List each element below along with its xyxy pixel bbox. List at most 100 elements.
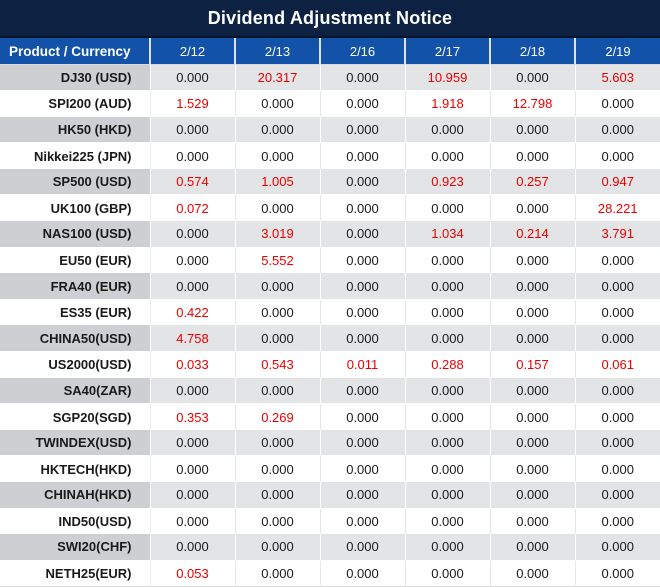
dividend-value-cell: 0.000	[490, 455, 576, 482]
dividend-value-cell: 0.923	[405, 168, 491, 196]
dividend-value-cell: 3.019	[235, 221, 321, 248]
product-cell: SPI200 (AUD)	[0, 90, 151, 117]
dividend-value-cell: 0.000	[235, 116, 321, 144]
table-row: SPI200 (AUD) 1.529 0.000 0.000 1.918 12.…	[0, 90, 660, 117]
table-row: HKTECH(HKD) 0.000 0.000 0.000 0.000 0.00…	[0, 455, 660, 482]
column-header-date-4: 2/17	[405, 38, 491, 65]
dividend-value-cell: 10.959	[405, 64, 491, 92]
product-cell: UK100 (GBP)	[0, 194, 151, 222]
product-cell: SGP20(SGD)	[0, 403, 151, 430]
dividend-value-cell: 0.000	[320, 168, 406, 196]
notice-title-bar: Dividend Adjustment Notice	[0, 0, 660, 38]
dividend-value-cell: 0.257	[490, 168, 576, 196]
table-row: NAS100 (USD) 0.000 3.019 0.000 1.034 0.2…	[0, 221, 660, 248]
dividend-value-cell: 0.000	[320, 194, 406, 222]
dividend-value-cell: 0.033	[150, 351, 236, 378]
table-body: DJ30 (USD) 0.000 20.317 0.000 10.959 0.0…	[0, 64, 660, 587]
dividend-value-cell: 0.000	[320, 90, 406, 117]
dividend-value-cell: 0.000	[575, 560, 660, 587]
dividend-value-cell: 0.000	[575, 247, 660, 274]
dividend-value-cell: 0.000	[575, 482, 660, 509]
dividend-value-cell: 0.000	[320, 325, 406, 353]
dividend-value-cell: 0.000	[320, 273, 406, 300]
dividend-value-cell: 0.000	[320, 560, 406, 587]
dividend-value-cell: 0.000	[405, 482, 491, 509]
dividend-value-cell: 0.053	[150, 560, 236, 587]
dividend-value-cell: 0.000	[320, 221, 406, 248]
dividend-value-cell: 0.000	[235, 273, 321, 300]
dividend-value-cell: 0.000	[405, 534, 491, 561]
dividend-value-cell: 0.000	[235, 508, 321, 535]
dividend-value-cell: 0.000	[405, 194, 491, 222]
dividend-value-cell: 0.000	[575, 116, 660, 144]
table-row: Nikkei225 (JPN) 0.000 0.000 0.000 0.000 …	[0, 142, 660, 169]
table-row: DJ30 (USD) 0.000 20.317 0.000 10.959 0.0…	[0, 64, 660, 92]
dividend-value-cell: 0.000	[575, 273, 660, 300]
dividend-value-cell: 0.947	[575, 168, 660, 196]
dividend-value-cell: 0.000	[150, 64, 236, 92]
dividend-value-cell: 0.000	[405, 273, 491, 300]
table-row: SWI20(CHF) 0.000 0.000 0.000 0.000 0.000…	[0, 534, 660, 561]
dividend-value-cell: 0.000	[575, 429, 660, 457]
dividend-value-cell: 0.000	[490, 299, 576, 326]
dividend-value-cell: 0.000	[235, 299, 321, 326]
product-cell: US2000(USD)	[0, 351, 151, 378]
table-row: NETH25(EUR) 0.053 0.000 0.000 0.000 0.00…	[0, 560, 660, 587]
dividend-value-cell: 0.000	[235, 377, 321, 405]
dividend-value-cell: 0.574	[150, 168, 236, 196]
table-row: TWINDEX(USD) 0.000 0.000 0.000 0.000 0.0…	[0, 429, 660, 457]
product-cell: Nikkei225 (JPN)	[0, 142, 151, 169]
column-header-date-3: 2/16	[320, 38, 406, 65]
product-cell: SWI20(CHF)	[0, 534, 151, 561]
dividend-value-cell: 0.000	[575, 455, 660, 482]
dividend-value-cell: 12.798	[490, 90, 576, 117]
dividend-value-cell: 0.000	[405, 377, 491, 405]
product-cell: ES35 (EUR)	[0, 299, 151, 326]
dividend-value-cell: 4.758	[150, 325, 236, 353]
dividend-adjustment-table: Product / Currency 2/12 2/13 2/16 2/17 2…	[0, 38, 660, 587]
dividend-value-cell: 0.157	[490, 351, 576, 378]
dividend-value-cell: 0.000	[405, 299, 491, 326]
product-cell: DJ30 (USD)	[0, 64, 151, 92]
dividend-value-cell: 0.000	[490, 194, 576, 222]
dividend-value-cell: 0.000	[575, 508, 660, 535]
dividend-value-cell: 0.000	[320, 482, 406, 509]
table-row: CHINAH(HKD) 0.000 0.000 0.000 0.000 0.00…	[0, 482, 660, 509]
dividend-value-cell: 0.000	[405, 247, 491, 274]
product-cell: EU50 (EUR)	[0, 247, 151, 274]
product-cell: SA40(ZAR)	[0, 377, 151, 405]
product-cell: SP500 (USD)	[0, 168, 151, 196]
dividend-value-cell: 0.000	[490, 534, 576, 561]
dividend-value-cell: 0.000	[490, 247, 576, 274]
dividend-value-cell: 0.000	[320, 403, 406, 430]
dividend-value-cell: 0.000	[575, 534, 660, 561]
dividend-value-cell: 0.000	[490, 377, 576, 405]
dividend-value-cell: 1.034	[405, 221, 491, 248]
dividend-value-cell: 0.000	[405, 508, 491, 535]
dividend-value-cell: 5.552	[235, 247, 321, 274]
dividend-value-cell: 0.000	[150, 116, 236, 144]
dividend-value-cell: 0.000	[235, 90, 321, 117]
dividend-value-cell: 0.000	[150, 377, 236, 405]
dividend-value-cell: 0.000	[575, 403, 660, 430]
dividend-value-cell: 0.000	[235, 560, 321, 587]
dividend-value-cell: 0.000	[405, 325, 491, 353]
product-cell: HK50 (HKD)	[0, 116, 151, 144]
dividend-value-cell: 0.000	[150, 247, 236, 274]
dividend-value-cell: 0.011	[320, 351, 406, 378]
product-cell: CHINAH(HKD)	[0, 482, 151, 509]
dividend-value-cell: 0.072	[150, 194, 236, 222]
dividend-value-cell: 1.005	[235, 168, 321, 196]
dividend-value-cell: 0.000	[405, 116, 491, 144]
product-cell: IND50(USD)	[0, 508, 151, 535]
dividend-value-cell: 0.000	[405, 142, 491, 169]
dividend-value-cell: 0.000	[575, 325, 660, 353]
table-row: CHINA50(USD) 4.758 0.000 0.000 0.000 0.0…	[0, 325, 660, 353]
dividend-value-cell: 0.269	[235, 403, 321, 430]
product-cell: FRA40 (EUR)	[0, 273, 151, 300]
table-row: ES35 (EUR) 0.422 0.000 0.000 0.000 0.000…	[0, 299, 660, 326]
dividend-value-cell: 0.000	[490, 116, 576, 144]
dividend-value-cell: 0.000	[320, 508, 406, 535]
table-row: UK100 (GBP) 0.072 0.000 0.000 0.000 0.00…	[0, 194, 660, 222]
product-cell: CHINA50(USD)	[0, 325, 151, 353]
